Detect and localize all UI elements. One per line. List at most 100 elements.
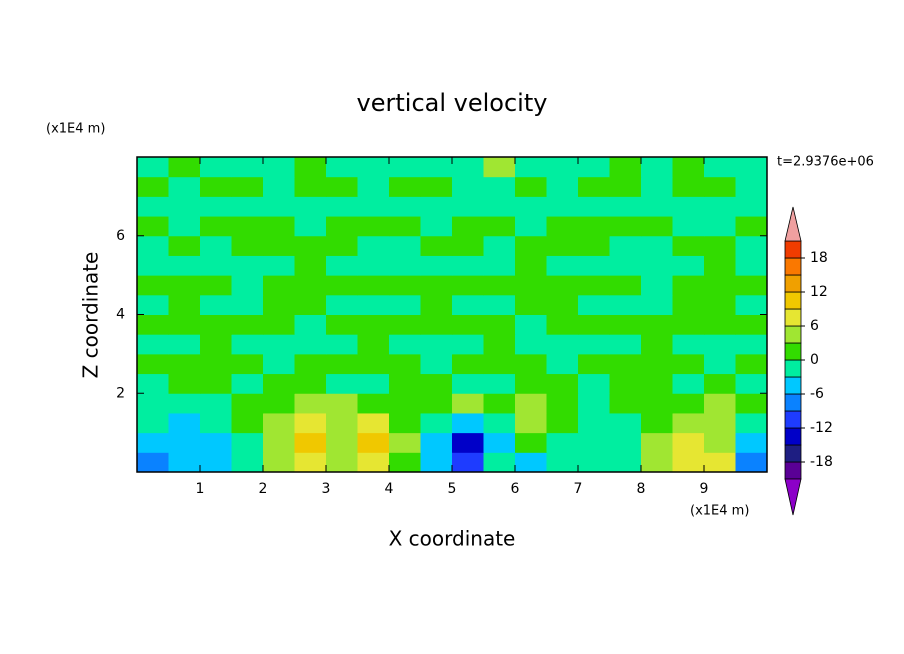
contour-cell <box>326 452 358 473</box>
contour-cell <box>389 294 421 315</box>
contour-cell <box>546 235 579 256</box>
contour-cell <box>515 373 547 394</box>
contour-cell <box>483 373 516 394</box>
contour-cell <box>735 452 768 473</box>
contour-cell <box>200 432 232 453</box>
contour-cell <box>389 176 421 197</box>
contour-cell <box>357 176 390 197</box>
contour-cell <box>609 294 642 315</box>
contour-cell <box>263 216 295 237</box>
contour-cell <box>704 235 736 256</box>
contour-cell <box>546 216 579 237</box>
contour-cell <box>420 235 453 256</box>
contour-cell <box>672 275 705 296</box>
contour-cell <box>420 412 453 434</box>
contour-cell <box>704 373 736 394</box>
colorbar-box <box>784 461 802 480</box>
contour-cell <box>452 196 484 217</box>
contour-cell <box>578 255 610 276</box>
contour-cell <box>168 334 201 355</box>
contour-cell <box>357 393 390 414</box>
contour-cell <box>420 353 453 375</box>
contour-cell <box>735 176 768 197</box>
contour-cell <box>641 157 673 178</box>
contour-cell <box>704 157 736 178</box>
contour-cell <box>263 412 295 434</box>
contour-cell <box>515 294 547 315</box>
contour-cell <box>452 452 484 473</box>
contour-cell <box>483 334 516 355</box>
y-tick-label: 6 <box>116 228 125 244</box>
contour-cell <box>452 275 484 296</box>
x-tick-label: 8 <box>637 481 646 497</box>
contour-cell <box>326 373 358 394</box>
contour-cell <box>546 334 579 355</box>
contour-cell <box>483 393 516 414</box>
contour-cell <box>263 294 295 315</box>
contour-cell <box>515 235 547 256</box>
contour-cell <box>672 216 705 237</box>
contour-cell <box>137 157 169 178</box>
contour-cell <box>735 255 768 276</box>
contour-cell <box>231 216 264 237</box>
contour-cell <box>420 275 453 296</box>
contour-cell <box>641 216 673 237</box>
contour-cell <box>672 452 705 473</box>
contour-cell <box>168 452 201 473</box>
contour-cell <box>609 157 642 178</box>
contour-cell <box>704 314 736 335</box>
contour-cell <box>326 412 358 434</box>
contour-cell <box>231 294 264 315</box>
contour-cell <box>704 353 736 375</box>
contour-cell <box>200 255 232 276</box>
contour-cell <box>609 353 642 375</box>
contour-cell <box>672 334 705 355</box>
contour-cell <box>704 412 736 434</box>
colorbar-tick-label: -12 <box>810 420 833 436</box>
contour-cell <box>263 235 295 256</box>
contour-cell <box>357 216 390 237</box>
contour-cell <box>515 452 547 473</box>
contour-cell <box>609 393 642 414</box>
y-axis-unit: (x1E4 m) <box>46 122 105 137</box>
contour-cell <box>137 412 169 434</box>
contour-cell <box>483 176 516 197</box>
contour-cell <box>357 196 390 217</box>
contour-cell <box>389 157 421 178</box>
contour-cell <box>231 393 264 414</box>
contour-cell <box>578 334 610 355</box>
contour-cell <box>546 294 579 315</box>
contour-cell <box>357 255 390 276</box>
contour-cell <box>326 294 358 315</box>
contour-cell <box>294 176 327 197</box>
contour-cell <box>546 255 579 276</box>
colorbar-box <box>784 308 802 327</box>
contour-cell <box>420 196 453 217</box>
contour-cell <box>294 294 327 315</box>
contour-cell <box>231 452 264 473</box>
contour-cell <box>326 275 358 296</box>
contour-cell <box>357 275 390 296</box>
contour-cell <box>389 373 421 394</box>
contour-cell <box>326 255 358 276</box>
y-axis-label: Z coordinate <box>79 252 103 379</box>
contour-cell <box>704 196 736 217</box>
contour-cell <box>578 393 610 414</box>
contour-cell <box>704 275 736 296</box>
contour-cell <box>672 373 705 394</box>
contour-cell <box>389 314 421 335</box>
x-tick-label: 5 <box>448 481 457 497</box>
contour-cell <box>609 334 642 355</box>
contour-cell <box>137 432 169 453</box>
contour-cell <box>641 196 673 217</box>
contour-cell <box>168 157 201 178</box>
contour-cell <box>452 294 484 315</box>
colorbar-box <box>784 376 802 395</box>
x-tick-label: 1 <box>196 481 205 497</box>
colorbar-box <box>784 274 802 293</box>
contour-cell <box>231 314 264 335</box>
contour-cell <box>483 255 516 276</box>
contour-cell <box>200 294 232 315</box>
contour-cell <box>200 334 232 355</box>
contour-cell <box>515 275 547 296</box>
